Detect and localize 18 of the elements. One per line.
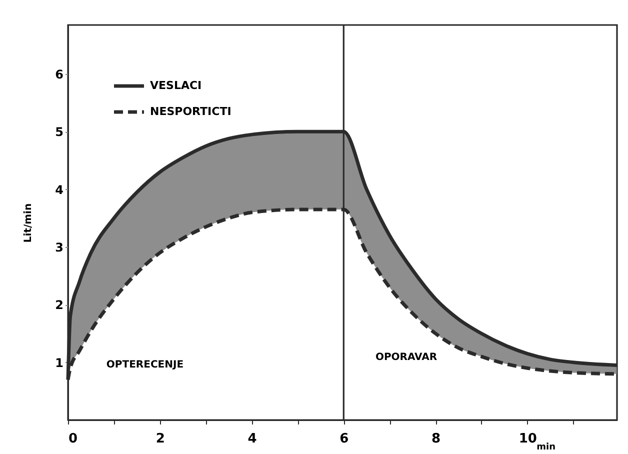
y-tick-label: 5 — [55, 125, 64, 140]
x-tick-label: 4 — [248, 432, 257, 446]
annotation: OPORAVAR — [375, 352, 438, 363]
x-tick-label: 2 — [156, 432, 165, 446]
annotation: OPTERECENJE — [106, 360, 184, 371]
x-axis-title: min — [536, 442, 556, 452]
x-tick-label: 8 — [432, 432, 441, 446]
y-tick-label: 1 — [55, 356, 64, 370]
y-tick-label: 2 — [55, 298, 64, 312]
x-tick-label: 0 — [68, 432, 78, 446]
legend-label: NESPORTICTI — [150, 105, 232, 118]
legend-label: VESLACI — [150, 79, 202, 92]
x-tick-label: 10 — [518, 432, 537, 446]
x-tick-label: 6 — [340, 432, 349, 446]
y-tick-label: 3 — [55, 240, 64, 255]
y-tick-label: 4 — [55, 182, 64, 197]
y-axis-title: Lit/min — [23, 203, 34, 243]
y-tick-label: 6 — [55, 68, 64, 82]
